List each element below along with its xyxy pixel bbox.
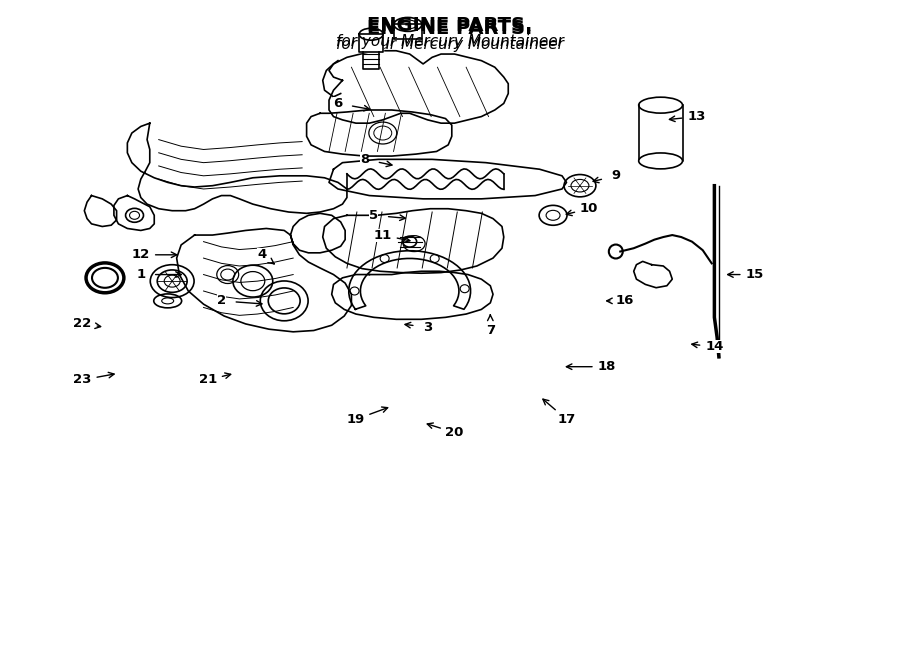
Text: 21: 21 bbox=[199, 373, 217, 387]
Polygon shape bbox=[349, 251, 471, 309]
Text: 19: 19 bbox=[346, 413, 365, 426]
Text: ENGINE PARTS.: ENGINE PARTS. bbox=[367, 19, 533, 38]
Text: 17: 17 bbox=[557, 413, 576, 426]
Text: 11: 11 bbox=[374, 229, 392, 241]
Polygon shape bbox=[332, 271, 493, 319]
Text: 15: 15 bbox=[745, 268, 764, 281]
Polygon shape bbox=[176, 214, 351, 332]
Text: 12: 12 bbox=[131, 249, 150, 261]
Text: for your Mercury Mountaineer: for your Mercury Mountaineer bbox=[336, 34, 564, 50]
Polygon shape bbox=[394, 24, 422, 40]
Polygon shape bbox=[128, 123, 346, 214]
Polygon shape bbox=[346, 169, 504, 189]
Text: 13: 13 bbox=[688, 110, 706, 123]
Text: 10: 10 bbox=[580, 202, 598, 215]
Text: 18: 18 bbox=[598, 360, 616, 373]
Text: 22: 22 bbox=[74, 317, 92, 330]
Text: 16: 16 bbox=[616, 294, 634, 307]
Text: 20: 20 bbox=[446, 426, 464, 439]
Ellipse shape bbox=[639, 153, 682, 169]
Text: 14: 14 bbox=[706, 340, 724, 354]
Text: 4: 4 bbox=[257, 249, 266, 261]
Polygon shape bbox=[359, 34, 383, 52]
Text: 23: 23 bbox=[74, 373, 92, 387]
Text: ENGINE PARTS.: ENGINE PARTS. bbox=[367, 17, 533, 35]
Polygon shape bbox=[307, 110, 452, 156]
Text: 5: 5 bbox=[369, 209, 378, 222]
Text: 3: 3 bbox=[423, 321, 432, 334]
Text: 8: 8 bbox=[360, 153, 370, 166]
Text: for your Mercury Mountaineer: for your Mercury Mountaineer bbox=[336, 37, 564, 52]
Polygon shape bbox=[85, 196, 117, 227]
Polygon shape bbox=[114, 196, 154, 231]
Text: 9: 9 bbox=[611, 169, 620, 182]
Text: 7: 7 bbox=[486, 324, 495, 337]
Text: 6: 6 bbox=[333, 97, 343, 110]
Text: 2: 2 bbox=[217, 294, 226, 307]
Text: 1: 1 bbox=[136, 268, 146, 281]
Polygon shape bbox=[323, 209, 504, 273]
Polygon shape bbox=[329, 51, 508, 123]
Polygon shape bbox=[634, 261, 672, 288]
Polygon shape bbox=[329, 159, 566, 199]
Polygon shape bbox=[639, 105, 682, 161]
